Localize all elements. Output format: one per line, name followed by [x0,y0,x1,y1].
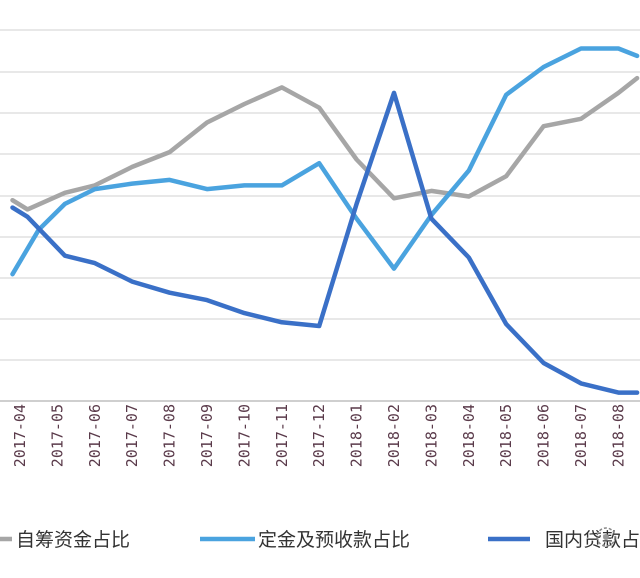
x-tick-label: 2018-03 [422,404,440,467]
legend-label-0: 自筹资金占比 [16,529,130,551]
legend-label-2: 国内贷款占比 [545,529,640,551]
series-line-0 [10,75,640,212]
gridlines [0,29,640,402]
x-tick-label: 2017-08 [161,404,179,467]
x-tick-label: 2017-07 [123,404,141,467]
legend: 自筹资金占比 定金及预收款占比 国内贷款占比 [0,529,640,551]
x-tick-label: 2017-05 [48,404,66,467]
x-tick-label: 2018-08 [609,404,627,467]
x-axis-tick-labels: 2017-04 2017-05 2017-06 2017-07 2017-08 2017-… [11,404,627,467]
watermark-icon [596,527,616,547]
x-tick-label: 2017-06 [86,404,104,467]
x-tick-label: 2017-12 [310,404,328,467]
x-tick-label: 2018-07 [572,404,590,467]
series-line-1 [10,46,640,277]
series-lines [10,46,640,395]
x-tick-label: 2017-10 [235,404,253,467]
legend-label-1: 定金及预收款占比 [258,529,410,551]
x-tick-label: 2018-01 [348,404,366,467]
x-tick-label: 2018-06 [535,404,553,467]
x-tick-label: 2017-09 [198,404,216,467]
x-tick-label: 2018-02 [385,404,403,467]
series-line-2 [10,90,640,395]
x-tick-label: 2017-11 [273,404,291,467]
x-tick-label: 2017-04 [11,404,29,467]
x-tick-label: 2018-04 [460,404,478,467]
x-tick-label: 2018-05 [497,404,515,467]
